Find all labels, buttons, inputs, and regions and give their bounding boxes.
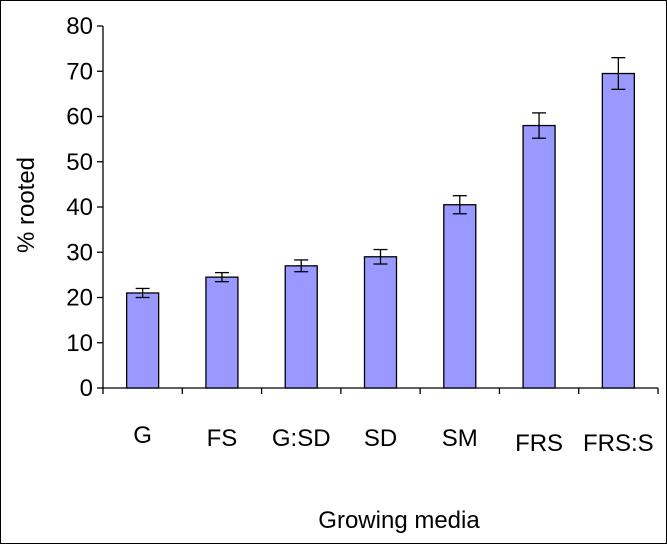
y-tick-labels: 0 10 20 30 40 50 60 70 80 [66, 13, 93, 402]
bars [125, 72, 636, 389]
y-tick-label: 50 [66, 149, 93, 176]
x-axis-label: Growing media [318, 507, 480, 534]
y-tick-label: 20 [66, 285, 93, 312]
y-axis-label: % rooted [13, 157, 40, 253]
bar-g-sd [284, 265, 318, 389]
bar-frs-s [601, 72, 636, 389]
error-bar [532, 112, 547, 139]
y-tick-label: 80 [66, 13, 93, 40]
y-tick-label: 60 [66, 104, 93, 131]
x-tick-label: G [133, 422, 152, 449]
x-axis [102, 387, 659, 394]
x-tick-labels: G FS G:SD SD SM FRS FRS:S [133, 422, 653, 457]
error-bars [135, 57, 626, 299]
y-tick-label: 30 [66, 239, 93, 266]
y-axis [97, 25, 104, 389]
error-bar [135, 287, 150, 299]
error-bar [294, 259, 309, 273]
bar-fs [205, 276, 239, 389]
bar-sd [363, 256, 398, 389]
bar-sm [443, 204, 477, 389]
x-tick-label: FS [207, 425, 238, 452]
x-tick-label: SM [442, 425, 478, 452]
x-tick-label: FRS:S [583, 430, 654, 457]
bar-frs [522, 124, 556, 389]
error-bar [214, 271, 229, 283]
y-tick-label: 40 [66, 194, 93, 221]
x-tick-label: FRS [515, 430, 563, 457]
x-tick-label: SD [364, 425, 397, 452]
y-tick-label: 10 [66, 330, 93, 357]
error-bar [373, 248, 388, 265]
y-tick-label: 0 [80, 375, 93, 402]
y-tick-label: 70 [66, 58, 93, 85]
error-bar [611, 57, 626, 90]
bar-g [125, 292, 160, 389]
x-tick-label: G:SD [272, 425, 331, 452]
error-bar [452, 195, 467, 215]
